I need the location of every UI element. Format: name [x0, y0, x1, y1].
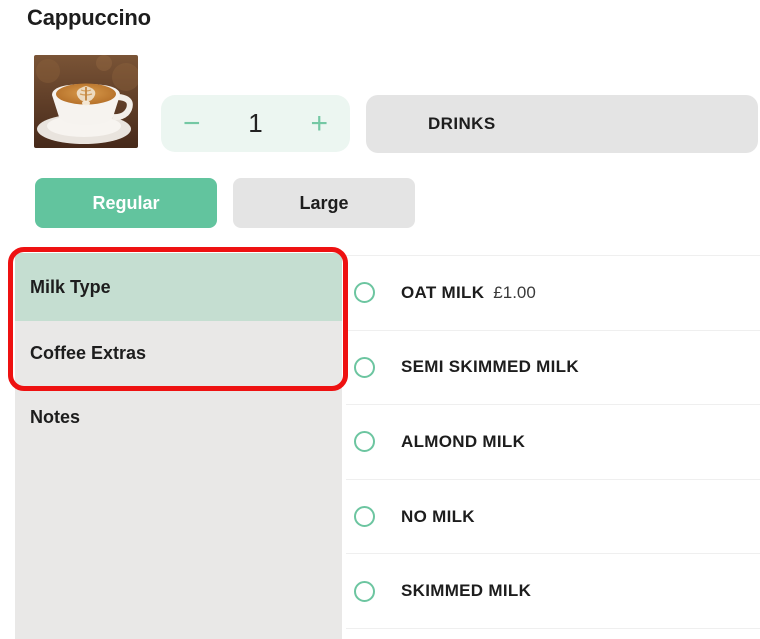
option-price: £1.00	[493, 282, 536, 302]
sidebar-tab-notes[interactable]: Notes	[15, 385, 342, 450]
radio-unselected-icon[interactable]	[354, 506, 375, 528]
option-row-no-milk[interactable]: NO MILK	[346, 478, 760, 554]
quantity-stepper: − 1 +	[161, 95, 350, 152]
sidebar-tab-label: Coffee Extras	[30, 342, 147, 363]
radio-unselected-icon[interactable]	[354, 580, 375, 602]
sidebar-tab-coffee-extras[interactable]: Coffee Extras	[15, 321, 342, 385]
category-label: DRINKS	[428, 114, 496, 133]
option-label: NO MILK	[401, 506, 475, 526]
modifier-group-sidebar: Milk Type Coffee Extras Notes	[15, 253, 342, 639]
cappuccino-photo	[34, 55, 138, 148]
size-option-large[interactable]: Large	[233, 178, 415, 228]
quantity-value: 1	[248, 108, 263, 138]
radio-unselected-icon[interactable]	[354, 282, 375, 304]
decrease-quantity-button[interactable]: −	[183, 106, 201, 140]
radio-unselected-icon[interactable]	[354, 431, 375, 453]
option-label: OAT MILK	[401, 282, 485, 302]
sidebar-tab-label: Notes	[30, 407, 81, 427]
option-row-oat-milk[interactable]: OAT MILK £1.00	[346, 255, 760, 330]
option-label: SEMI SKIMMED MILK	[401, 357, 579, 377]
option-row-almond-milk[interactable]: ALMOND MILK	[346, 404, 760, 479]
product-title: Cappuccino	[27, 5, 151, 30]
cappuccino-photo-art	[34, 55, 138, 148]
milk-type-options-list: OAT MILK £1.00 SEMI SKIMMED MILK ALMOND …	[346, 255, 760, 629]
radio-unselected-icon[interactable]	[354, 356, 375, 378]
list-divider	[346, 627, 760, 629]
option-row-semi-skimmed-milk[interactable]: SEMI SKIMMED MILK	[346, 329, 760, 405]
sidebar-tab-milk-type[interactable]: Milk Type	[15, 253, 342, 321]
increase-quantity-button[interactable]: +	[310, 106, 328, 140]
option-label: ALMOND MILK	[401, 431, 526, 451]
sidebar-tab-label: Milk Type	[30, 276, 111, 297]
option-row-skimmed-milk[interactable]: SKIMMED MILK	[346, 553, 760, 628]
size-option-regular[interactable]: Regular	[35, 178, 217, 228]
category-drinks-button[interactable]: DRINKS	[366, 95, 758, 153]
option-label: SKIMMED MILK	[401, 581, 532, 601]
